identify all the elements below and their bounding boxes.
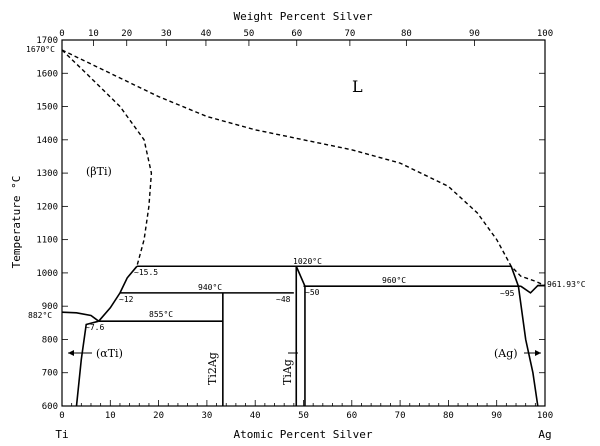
label-15-5: ~15.5	[134, 268, 158, 277]
y-axis-title: Temperature °C	[10, 176, 23, 269]
bottom-tick-label: 10	[105, 411, 116, 421]
left-tick-label: 1200	[36, 202, 58, 212]
label-ti-melt: 1670°C	[26, 45, 55, 54]
left-ticks: 600 700 800 900 1000 1100 1200 1300 1400 1500 1600…	[36, 36, 545, 412]
top-ticks: 0 10 20 30 40 50 60 70 80 90 100	[59, 29, 553, 46]
phase-label-ag: (Ag)	[494, 347, 518, 360]
bottom-tick-label: 20	[153, 411, 164, 421]
label-ti-transition: 882°C	[28, 311, 52, 320]
bottom-tick-label: 50	[298, 411, 309, 421]
bottom-tick-label: 80	[443, 411, 454, 421]
left-tick-label: 1700	[36, 36, 58, 46]
label-48: ~48	[276, 295, 291, 304]
label-855: 855°C	[149, 310, 173, 319]
bottom-ticks: 0 10 20 30 40 50 60 70 80 90 100	[59, 400, 553, 421]
left-tick-label: 1400	[36, 136, 58, 146]
phase-label-liquid: L	[352, 77, 363, 96]
top-tick-label: 70	[344, 29, 355, 39]
label-95: ~95	[500, 289, 515, 298]
left-tick-label: 1100	[36, 236, 58, 246]
bottom-tick-label: 30	[201, 411, 212, 421]
label-940: 940°C	[198, 283, 222, 292]
alpha-ti-solvus-curve	[75, 320, 99, 407]
phase-label-ti2ag: Ti2Ag	[206, 352, 219, 385]
beta-ti-lower-boundary	[98, 265, 138, 322]
alpha-ti-arrowhead	[68, 350, 74, 356]
top-tick-label: 0	[59, 29, 64, 39]
plot-frame	[61, 39, 546, 407]
left-tick-label: 1500	[36, 103, 58, 113]
top-axis-title: Weight Percent Silver	[233, 10, 372, 23]
bottom-tick-label: 40	[250, 411, 261, 421]
label-12: ~12	[119, 295, 134, 304]
x-end-left-label: Ti	[55, 428, 68, 441]
left-tick-label: 1000	[36, 269, 58, 279]
bottom-tick-label: 0	[59, 411, 64, 421]
top-tick-label: 100	[537, 29, 553, 39]
ag-arrowhead	[535, 350, 541, 356]
bottom-tick-label: 100	[537, 411, 553, 421]
ag-solidus-curve	[510, 266, 539, 407]
top-tick-label: 60	[291, 29, 302, 39]
bottom-tick-label: 90	[491, 411, 502, 421]
label-50: ~50	[305, 288, 320, 297]
left-tick-label: 900	[42, 302, 58, 312]
phase-label-tiag: TiAg	[281, 359, 294, 385]
top-tick-label: 30	[161, 29, 172, 39]
top-tick-label: 40	[201, 29, 212, 39]
top-tick-label: 10	[88, 29, 99, 39]
phase-boundaries	[61, 49, 546, 407]
beta-ti-solidus-curve	[61, 49, 153, 267]
phase-label-alpha-ti: (αTi)	[96, 347, 123, 360]
left-tick-label: 1300	[36, 169, 58, 179]
beta-transus-curve	[61, 311, 100, 322]
phase-label-beta-ti: (βTi)	[86, 165, 112, 178]
top-tick-label: 50	[243, 29, 254, 39]
bottom-tick-label: 60	[346, 411, 357, 421]
x-end-right-label: Ag	[538, 428, 551, 441]
label-960: 960°C	[382, 276, 406, 285]
liquidus-curve	[61, 49, 546, 287]
label-ag-melt: 961.93°C	[547, 280, 586, 289]
bottom-tick-label: 70	[395, 411, 406, 421]
label-7-6: ~7.6	[85, 323, 104, 332]
top-tick-label: 90	[469, 29, 480, 39]
tiag-top-boundary	[295, 265, 306, 287]
label-1020: 1020°C	[293, 257, 322, 266]
top-tick-label: 20	[121, 29, 132, 39]
top-tick-label: 80	[401, 29, 412, 39]
left-tick-label: 800	[42, 335, 58, 345]
ag-edge-curve	[520, 284, 545, 294]
left-tick-label: 700	[42, 369, 58, 379]
left-tick-label: 1600	[36, 69, 58, 79]
left-tick-label: 600	[42, 402, 58, 412]
bottom-axis-title: Atomic Percent Silver	[233, 428, 372, 441]
